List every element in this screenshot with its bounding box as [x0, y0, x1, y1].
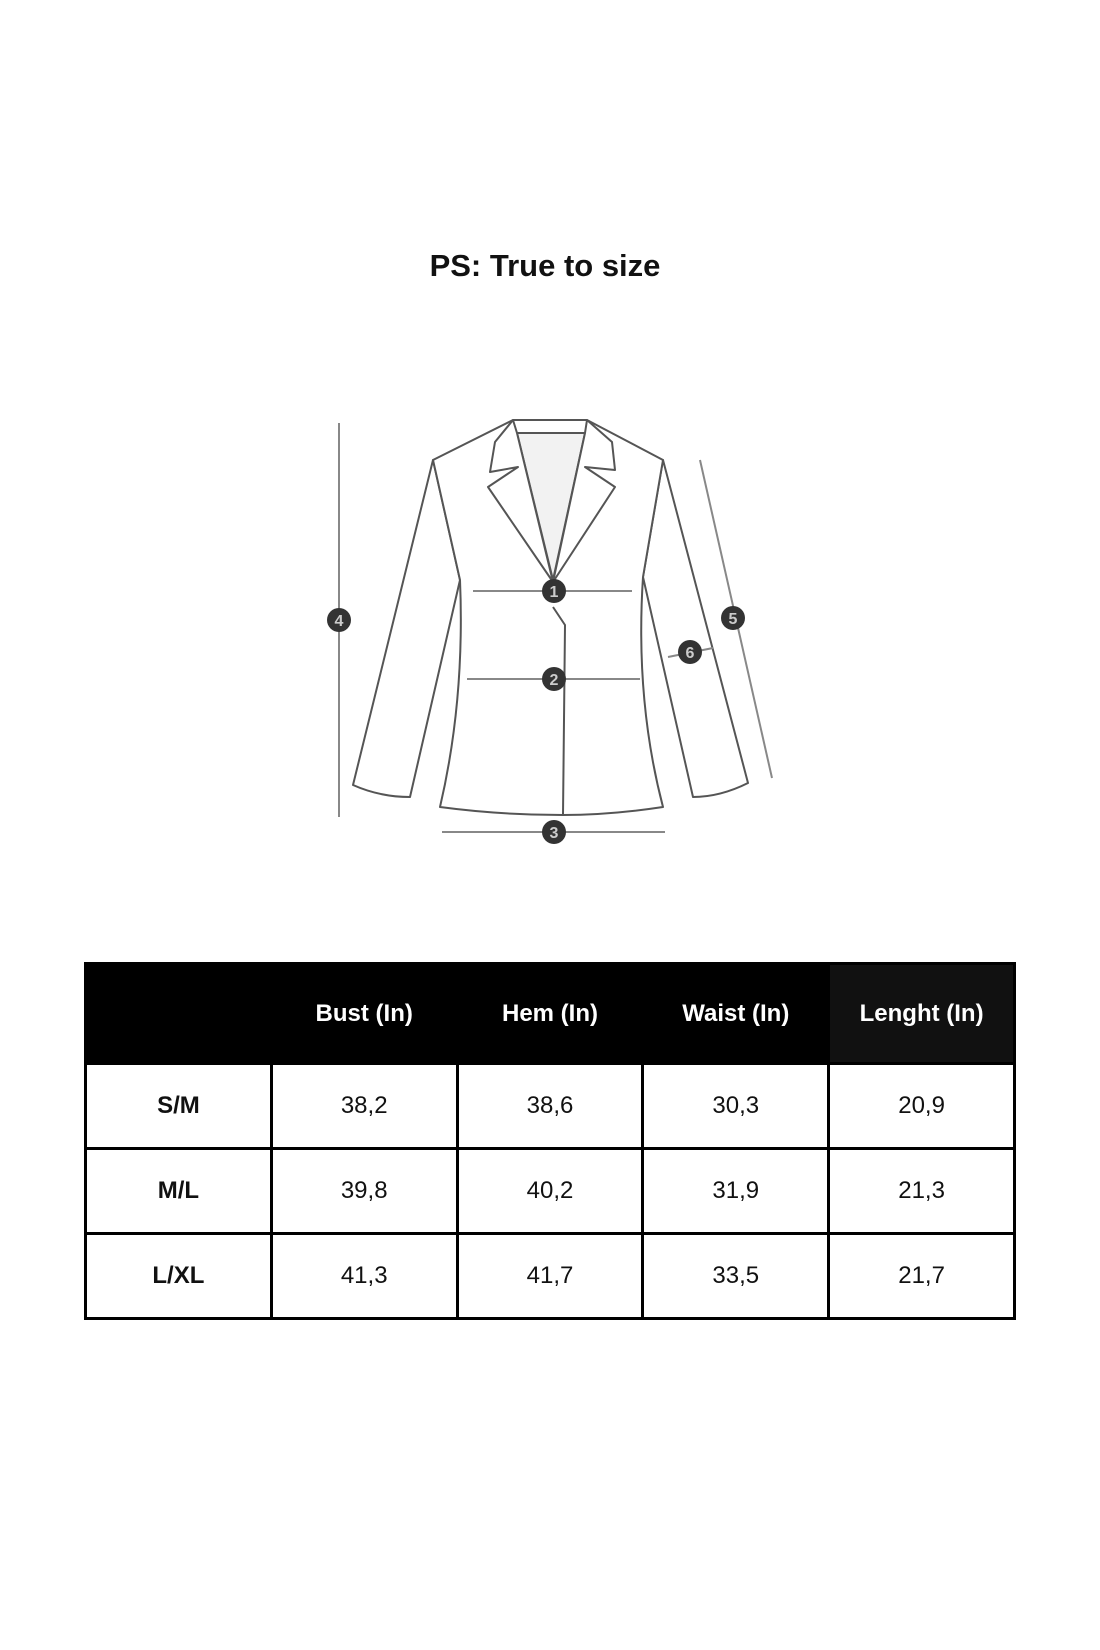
svg-text:1: 1	[550, 584, 559, 601]
marker-6: 6	[678, 640, 702, 664]
cell-length: 21,7	[827, 1232, 1016, 1320]
marker-4: 4	[327, 608, 351, 632]
cell-bust: 39,8	[269, 1147, 459, 1235]
cell-bust: 38,2	[269, 1062, 459, 1150]
cell-hem: 41,7	[455, 1232, 645, 1320]
table-header-row: Bust (In) Hem (In) Waist (In) Lenght (In…	[84, 962, 1016, 1065]
marker-2: 2	[542, 667, 566, 691]
jacket-left-lapel	[487, 419, 554, 583]
header-waist: Waist (In)	[641, 962, 831, 1065]
svg-text:4: 4	[335, 613, 344, 630]
header-hem: Hem (In)	[455, 962, 645, 1065]
size-label: S/M	[84, 1062, 273, 1150]
page-title: PS: True to size	[429, 248, 661, 283]
cell-waist: 30,3	[641, 1062, 831, 1150]
jacket-front-line	[552, 606, 566, 816]
header-bust: Bust (In)	[269, 962, 459, 1065]
table-row: M/L 39,8 40,2 31,9 21,3	[84, 1147, 1016, 1235]
marker-3: 3	[542, 820, 566, 844]
marker-5: 5	[721, 606, 745, 630]
cell-hem: 38,6	[455, 1062, 645, 1150]
corner-cell	[84, 962, 273, 1065]
cell-waist: 33,5	[641, 1232, 831, 1320]
cell-bust: 41,3	[269, 1232, 459, 1320]
cell-length: 20,9	[827, 1062, 1016, 1150]
svg-text:5: 5	[729, 611, 738, 628]
size-label: L/XL	[84, 1232, 273, 1320]
svg-text:2: 2	[550, 672, 559, 689]
jacket-left-sleeve	[352, 459, 461, 798]
cell-waist: 31,9	[641, 1147, 831, 1235]
header-length: Lenght (In)	[827, 962, 1016, 1065]
jacket-right-sleeve	[642, 459, 749, 798]
size-label: M/L	[84, 1147, 273, 1235]
jacket-diagram: 1 2 3 4 5 6	[327, 419, 773, 844]
size-chart-table: Bust (In) Hem (In) Waist (In) Lenght (In…	[84, 962, 1016, 1320]
jacket-right-lapel	[552, 419, 616, 583]
svg-text:6: 6	[686, 645, 695, 662]
cell-hem: 40,2	[455, 1147, 645, 1235]
marker-1: 1	[542, 579, 566, 603]
cell-length: 21,3	[827, 1147, 1016, 1235]
table-row: L/XL 41,3 41,7 33,5 21,7	[84, 1232, 1016, 1320]
svg-text:3: 3	[550, 825, 559, 842]
table-row: S/M 38,2 38,6 30,3 20,9	[84, 1062, 1016, 1150]
